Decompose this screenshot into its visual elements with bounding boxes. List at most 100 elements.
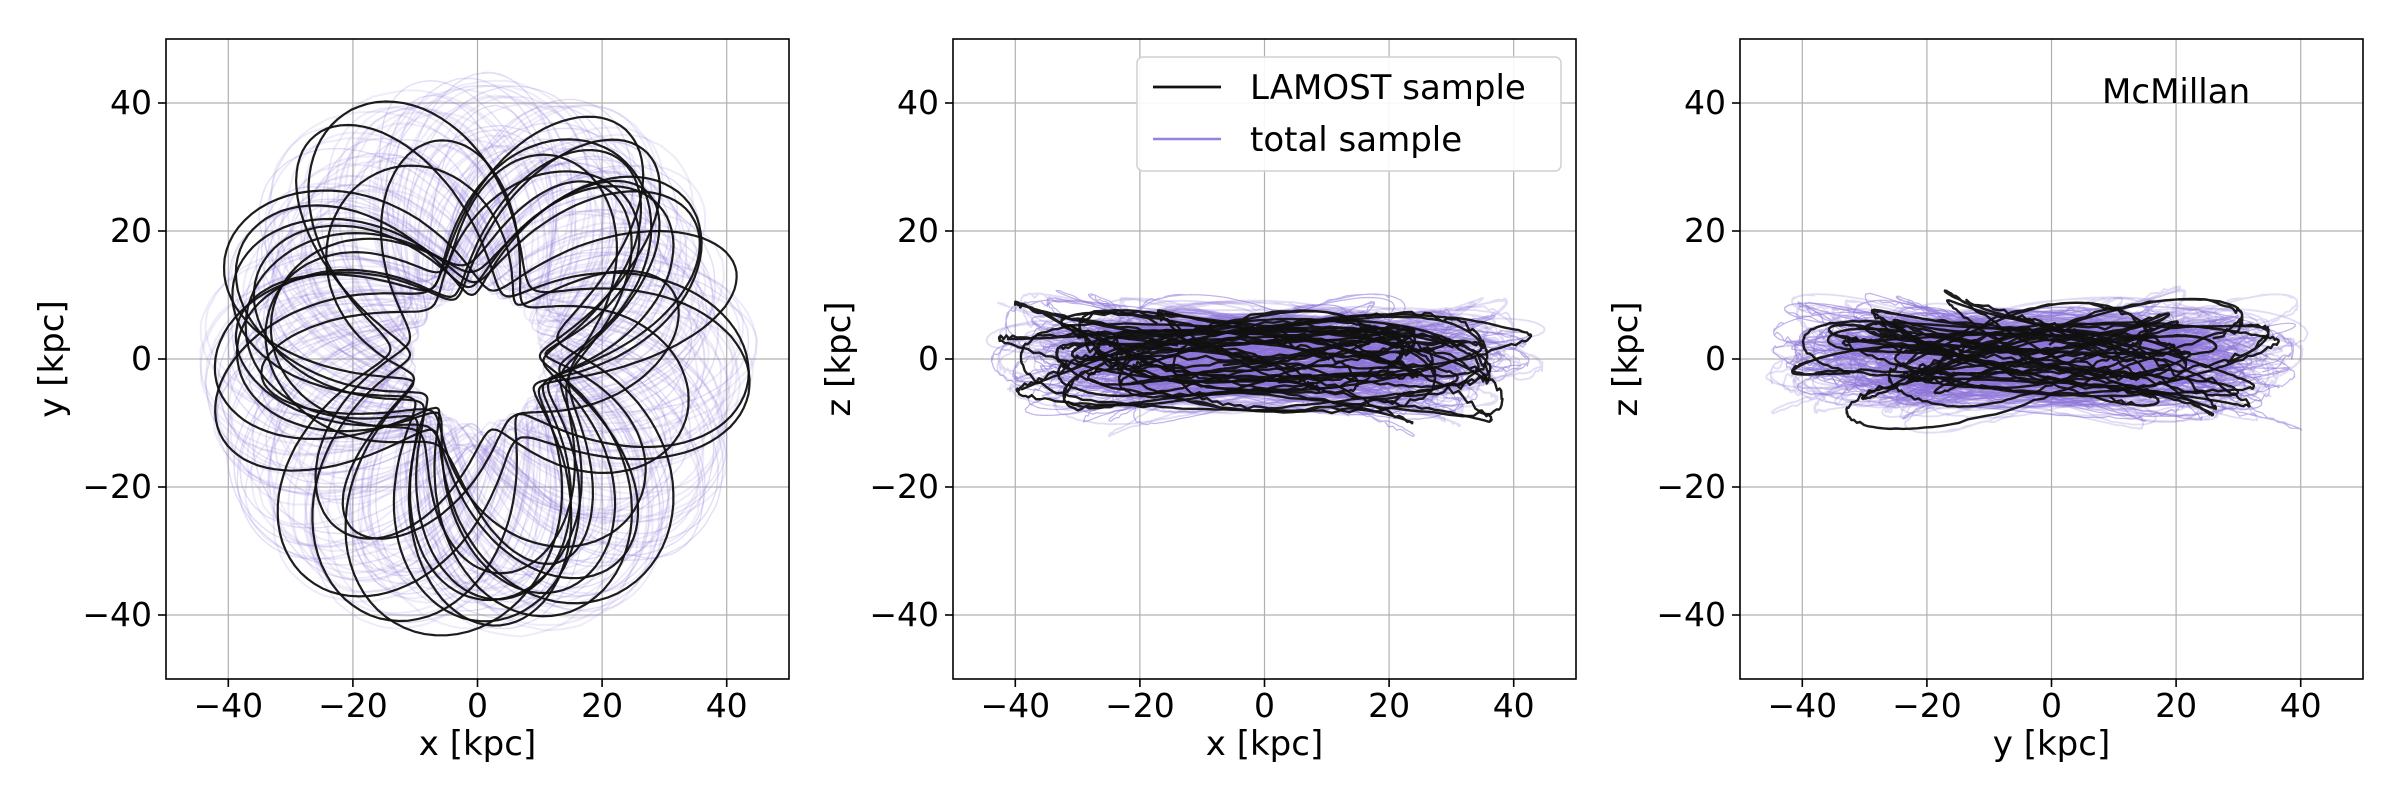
data-layer [985,289,1546,438]
x-tick-label: −40 [1767,686,1837,725]
x-tick-label: 20 [1368,686,1410,725]
orbit-track-total-sample-panel-2-24 [1899,288,2187,420]
orbit-track-lamost-sample-panel-1-15 [1059,311,1459,389]
orbit-track-total-sample-panel-0-20 [300,205,675,576]
y-tick-label: 40 [1684,83,1726,122]
orbit-track-total-sample-panel-0-31 [242,170,682,611]
orbit-track-total-sample-panel-0-7 [265,125,692,501]
orbit-track-total-sample-panel-0-47 [300,160,710,574]
x-tick-label: 20 [581,686,623,725]
right-panel: −40 −20 0 20 40 −40 −20 0 20 40 y [kpc] z [kpc] McMi… [1606,38,2364,764]
orbit-track-total-sample-panel-0-32 [216,104,670,595]
y-tick-label: 20 [897,211,939,250]
orbit-track-total-sample-panel-0-54 [229,95,700,547]
orbit-track-total-sample-panel-0-2 [226,80,705,566]
orbit-track-total-sample-panel-0-34 [214,138,678,598]
x-tick-label: 40 [1493,686,1535,725]
orbit-track-total-sample-panel-0-42 [273,208,685,593]
orbit-track-total-sample-panel-1-47 [1082,300,1376,423]
orbit-track-lamost-sample-panel-2-0 [1864,322,2239,397]
y-tick-label: −20 [1656,467,1726,506]
x-tick-label: 0 [1254,686,1275,725]
y-tick-label: 40 [897,83,939,122]
y-tick-label: 0 [131,339,152,378]
orbit-track-total-sample-panel-0-2 [299,174,694,597]
orbit-track-lamost-sample-panel-0-1 [244,179,661,602]
y-tick-label: −40 [869,595,939,634]
orbit-track-total-sample-panel-0-0 [199,133,694,632]
orbit-track-lamost-sample-panel-0-10 [222,189,738,637]
x-tick-label: −20 [1892,686,1962,725]
orbit-track-total-sample-panel-0-50 [199,104,663,613]
orbit-track-total-sample-panel-0-21 [264,173,638,564]
orbit-track-total-sample-panel-0-23 [260,198,714,612]
orbit-track-total-sample-panel-0-28 [315,143,684,547]
orbit-track-total-sample-panel-1-104 [1024,328,1371,398]
orbit-track-total-sample-panel-2-53 [1875,353,2240,373]
data-layer [1765,285,2309,434]
x-axis-label: y [kpc] [1993,724,2110,764]
orbit-track-total-sample-panel-1-4 [1079,320,1487,382]
orbit-track-total-sample-panel-0-5 [228,139,645,605]
orbit-track-lamost-sample-panel-2-12 [1845,297,2244,431]
orbit-track-total-sample-panel-0-8 [245,103,705,544]
orbit-track-total-sample-panel-2-31 [1796,329,2202,396]
x-axis-label: x [kpc] [419,724,536,764]
orbit-track-lamost-sample-panel-0-13 [314,139,690,540]
orbit-track-total-sample-panel-2-56 [1793,327,2223,395]
orbit-track-total-sample-panel-0-33 [292,106,741,594]
y-tick-label: 20 [1684,211,1726,250]
orbit-track-lamost-sample-panel-1-18 [1056,309,1368,398]
orbit-track-lamost-sample-panel-2-17 [1899,333,2176,390]
legend-label: LAMOST sample [1250,68,1526,108]
orbit-track-total-sample-panel-0-22 [267,138,641,525]
orbit-track-total-sample-panel-0-6 [244,155,657,603]
orbit-track-total-sample-panel-0-4 [298,145,667,512]
data-layer [199,71,759,638]
orbit-track-total-sample-panel-0-30 [217,105,650,597]
orbit-track-total-sample-panel-1-37 [1004,299,1407,408]
orbit-track-lamost-sample-panel-0-14 [235,149,643,595]
orbit-track-total-sample-panel-0-4 [349,139,706,577]
orbit-track-lamost-sample-panel-0-8 [269,180,633,575]
x-tick-label: −40 [980,686,1050,725]
orbit-track-total-sample-panel-0-19 [270,181,700,612]
legend-label: total sample [1250,120,1462,160]
orbit-track-lamost-sample-panel-0-9 [214,115,675,605]
orbit-track-lamost-sample-panel-1-5 [1114,317,1492,414]
orbit-track-total-sample-panel-0-3 [264,186,716,619]
orbit-track-lamost-sample-panel-2-7 [1943,289,2215,417]
orbit-track-lamost-sample-panel-1-12 [997,328,1419,384]
x-tick-label: 0 [467,686,488,725]
x-tick-label: 20 [2155,686,2197,725]
orbit-track-lamost-sample-panel-2-11 [1887,301,2149,408]
left-panel: −40 −20 0 20 40 −40 −20 0 20 40 x [kpc] y [kpc] [32,38,790,764]
orbit-track-lamost-sample-panel-0-15 [295,123,750,623]
x-axis-label: x [kpc] [1206,724,1323,764]
y-axis-label: z [kpc] [1606,301,1646,416]
x-tick-label: −20 [318,686,388,725]
orbit-track-lamost-sample-panel-1-17 [1172,310,1489,410]
orbit-track-lamost-sample-panel-1-11 [1013,300,1414,425]
orbit-track-lamost-sample-panel-2-15 [1945,299,2218,411]
orbit-track-total-sample-panel-2-63 [1795,304,2173,404]
panel-annotation: McMillan [2102,72,2250,112]
y-tick-label: −20 [82,467,152,506]
orbit-track-total-sample-panel-0-43 [258,94,727,526]
y-tick-label: 20 [110,211,152,250]
orbit-track-lamost-sample-panel-2-14 [1936,322,2270,377]
orbit-track-total-sample-panel-2-112 [1782,296,2215,409]
orbit-track-lamost-sample-panel-0-7 [252,185,675,601]
orbit-track-lamost-sample-panel-1-19 [1078,308,1504,418]
orbit-track-lamost-sample-panel-0-2 [234,138,653,580]
orbit-track-total-sample-panel-0-5 [290,184,700,590]
orbit-track-total-sample-panel-0-27 [248,138,640,562]
orbit-track-lamost-sample-panel-2-10 [1790,343,2192,382]
x-tick-label: −20 [1105,686,1175,725]
y-tick-label: −40 [1656,595,1726,634]
orbit-track-total-sample-panel-0-31 [228,165,702,630]
middle-panel: −40 −20 0 20 40 −40 −20 0 20 40 x [kpc] z [kpc] LAMO… [819,38,1577,764]
y-tick-label: 0 [918,339,939,378]
